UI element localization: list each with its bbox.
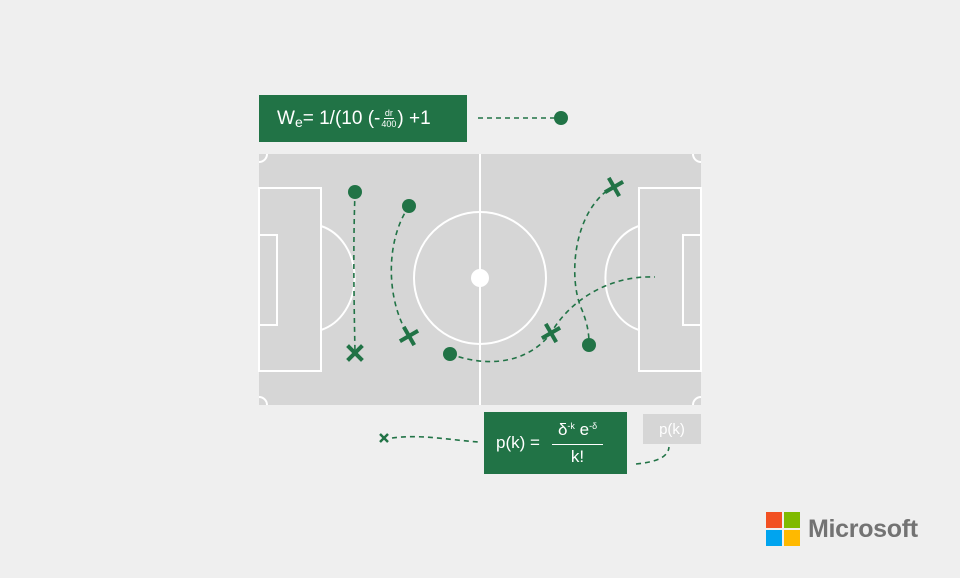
numerator-e: e bbox=[575, 420, 589, 439]
poisson-formula-box: p(k) = δ-k e-δ k! bbox=[484, 412, 627, 474]
formula-subscript: e bbox=[295, 114, 303, 130]
cross-marker-icon bbox=[380, 434, 388, 442]
numerator-delta: δ bbox=[558, 420, 567, 439]
fraction-denominator: 400 bbox=[381, 119, 396, 129]
microsoft-windows-icon bbox=[766, 512, 800, 546]
player-dot-icon bbox=[443, 347, 457, 361]
player-dot-icon bbox=[554, 111, 568, 125]
logo-square-green bbox=[784, 512, 800, 528]
logo-square-yellow bbox=[784, 530, 800, 546]
poisson-lhs: p(k) = bbox=[496, 433, 540, 453]
player-dot-icon bbox=[582, 338, 596, 352]
center-spot bbox=[471, 269, 489, 287]
logo-square-blue bbox=[766, 530, 782, 546]
numerator-exponent-2: -δ bbox=[589, 421, 597, 431]
fraction-numerator: dr bbox=[384, 108, 394, 119]
formula-suffix: ) +1 bbox=[397, 108, 430, 130]
formula-middle: = 1/(10 (- bbox=[303, 108, 381, 130]
microsoft-logo: Microsoft bbox=[766, 512, 918, 546]
formula-w: W bbox=[277, 108, 295, 130]
bottom-connector-right bbox=[636, 447, 669, 464]
pk-tag: p(k) bbox=[643, 414, 701, 444]
player-dot-icon bbox=[402, 199, 416, 213]
logo-square-red bbox=[766, 512, 782, 528]
bottom-connector-left bbox=[392, 437, 478, 442]
numerator-exponent-1: -k bbox=[567, 421, 575, 431]
formula-fraction: dr 400 bbox=[381, 108, 396, 129]
poisson-fraction: δ-k e-δ k! bbox=[552, 420, 603, 467]
player-dot-icon bbox=[348, 185, 362, 199]
microsoft-wordmark: Microsoft bbox=[808, 515, 918, 544]
poisson-numerator: δ-k e-δ bbox=[552, 420, 603, 445]
poisson-denominator: k! bbox=[571, 445, 584, 467]
